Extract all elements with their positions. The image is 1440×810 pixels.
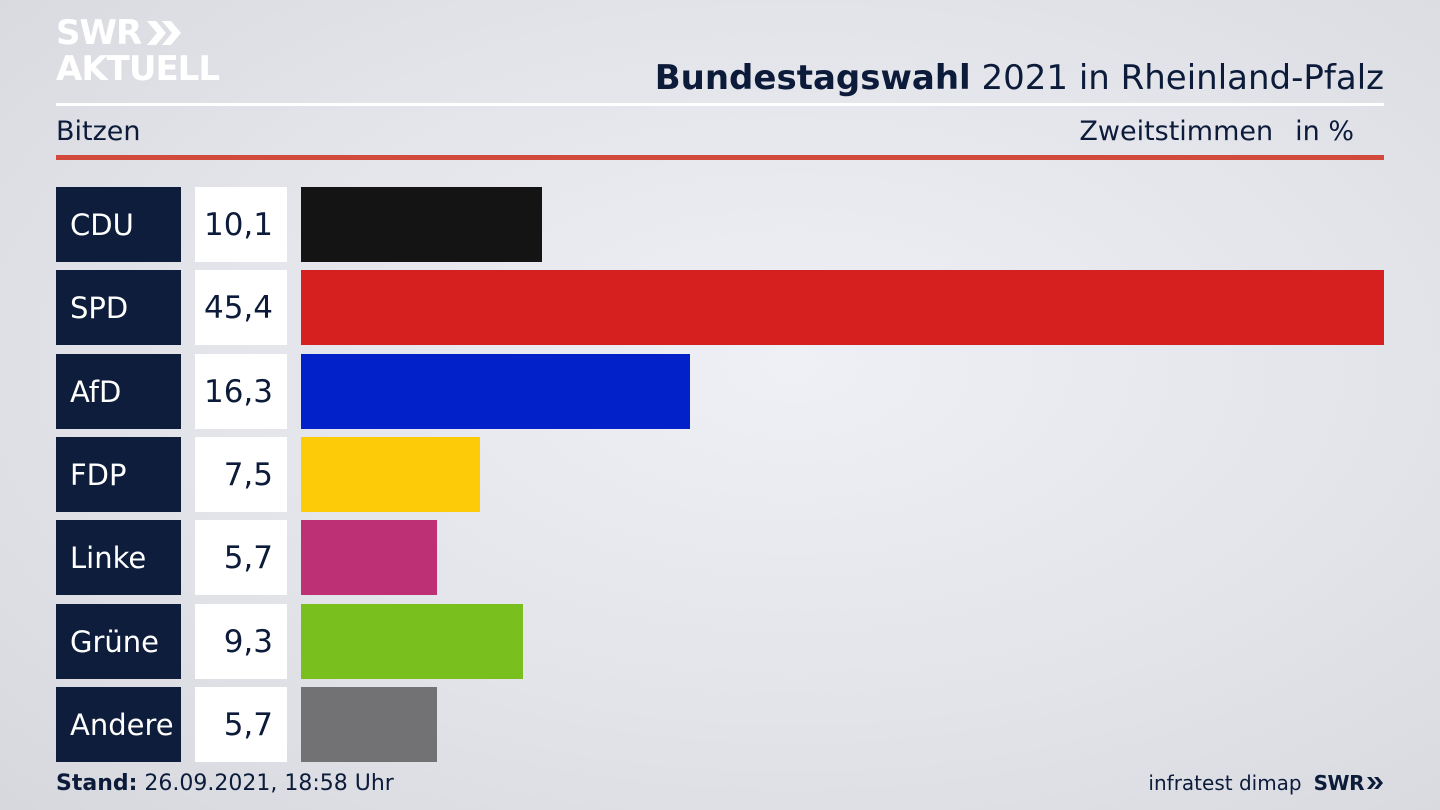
value-label: 7,5: [195, 437, 287, 512]
party-label: FDP: [56, 437, 181, 512]
party-label: SPD: [56, 270, 181, 345]
source-label: infratest dimap: [1148, 771, 1302, 795]
measure-text: Zweitstimmen: [1079, 116, 1274, 147]
timestamp: Stand: 26.09.2021, 18:58 Uhr: [56, 771, 394, 796]
bar: [301, 187, 542, 262]
value-label: 45,4: [195, 270, 287, 345]
value-label: 5,7: [195, 687, 287, 762]
title-bold: Bundestagswahl: [654, 58, 971, 98]
chart-title: Bundestagswahl 2021 in Rheinland-Pfalz: [655, 58, 1384, 98]
bar: [301, 437, 480, 512]
value-label: 16,3: [195, 354, 287, 429]
value-label: 10,1: [195, 187, 287, 262]
stand-value: 26.09.2021, 18:58 Uhr: [137, 771, 394, 796]
header-divider: [56, 103, 1384, 106]
stand-label: Stand:: [56, 771, 138, 796]
value-label: 9,3: [195, 604, 287, 679]
party-label: Andere: [56, 687, 181, 762]
swr-aktuell-logo: SWR AKTUELL: [56, 13, 220, 89]
bar: [301, 604, 523, 679]
bar: [301, 520, 437, 595]
value-label: 5,7: [195, 520, 287, 595]
bar: [301, 687, 437, 762]
logo-aktuell-text: AKTUELL: [56, 49, 220, 89]
region-label: Bitzen: [56, 116, 141, 147]
party-label: AfD: [56, 354, 181, 429]
party-label: CDU: [56, 187, 181, 262]
bar: [301, 354, 690, 429]
logo-swr-text: SWR: [56, 13, 142, 53]
swr-footer-text: SWR: [1313, 771, 1365, 795]
measure-label: Zweitstimmen in %: [1079, 116, 1354, 147]
accent-divider: [56, 155, 1384, 160]
swr-footer-logo: SWR: [1314, 771, 1384, 795]
party-label: Grüne: [56, 604, 181, 679]
party-label: Linke: [56, 520, 181, 595]
footer-credits: infratest dimap SWR: [1148, 771, 1384, 795]
logo-chevrons-icon: [147, 21, 182, 45]
bar: [301, 270, 1384, 345]
title-rest: 2021 in Rheinland-Pfalz: [970, 58, 1384, 98]
swr-chevrons-icon: [1367, 777, 1383, 789]
unit-text: in %: [1295, 116, 1354, 147]
